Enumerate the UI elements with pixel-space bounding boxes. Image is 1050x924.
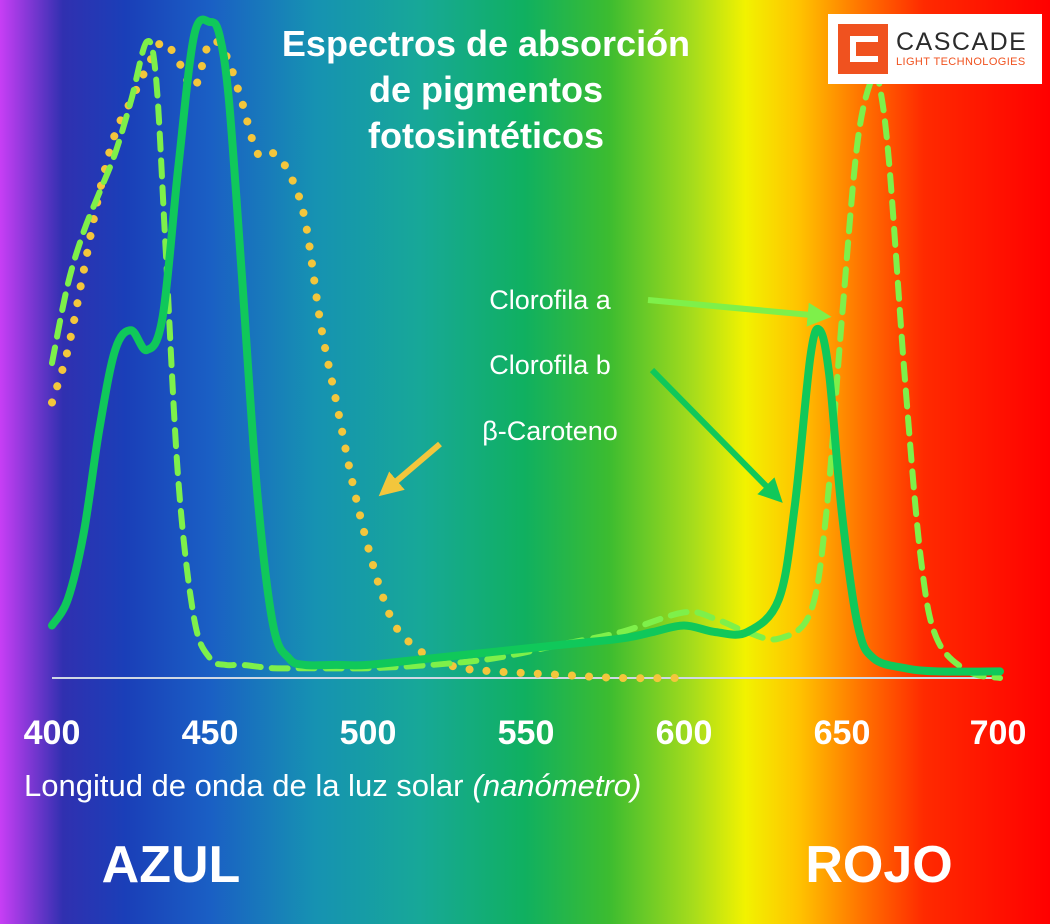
annotation-beta-caroteno: β-Caroteno bbox=[482, 416, 618, 446]
chart-title: Espectros de absorción de pigmentos foto… bbox=[282, 23, 690, 156]
arrow-clorofila-b bbox=[649, 367, 783, 503]
chart-title-line-1: Espectros de absorción bbox=[282, 23, 690, 64]
x-tick-labels: 400 450 500 550 600 650 700 bbox=[24, 714, 1027, 752]
logo-text: CASCADE LIGHT TECHNOLOGIES bbox=[896, 29, 1027, 69]
arrow-beta-caroteno bbox=[378, 441, 442, 497]
x-axis-label: Longitud de onda de la luz solar (nanómet… bbox=[24, 768, 641, 803]
region-label-red: ROJO bbox=[805, 836, 952, 894]
series-layer bbox=[48, 15, 1004, 683]
x-tick-label: 550 bbox=[498, 714, 555, 752]
region-label-blue: AZUL bbox=[102, 836, 241, 894]
x-tick-label: 700 bbox=[970, 714, 1027, 752]
annotation-clorofila-a: Clorofila a bbox=[489, 285, 612, 315]
chart-title-line-2: de pigmentos bbox=[369, 69, 603, 110]
annotations: Clorofila a Clorofila b β-Caroteno bbox=[378, 285, 832, 503]
x-tick-label: 450 bbox=[182, 714, 239, 752]
x-tick-label: 650 bbox=[814, 714, 871, 752]
x-axis-label-unit: (nanómetro) bbox=[473, 768, 642, 803]
logo-tagline: LIGHT TECHNOLOGIES bbox=[896, 56, 1026, 68]
x-tick-label: 600 bbox=[656, 714, 713, 752]
x-tick-label: 400 bbox=[24, 714, 81, 752]
annotation-clorofila-b: Clorofila b bbox=[489, 350, 611, 380]
cascade-logo: CASCADE LIGHT TECHNOLOGIES bbox=[828, 14, 1042, 84]
x-tick-label: 500 bbox=[340, 714, 397, 752]
x-axis-label-text: Longitud de onda de la luz solar bbox=[24, 768, 464, 803]
arrow-clorofila-a bbox=[647, 297, 832, 327]
chart-title-line-3: fotosintéticos bbox=[368, 115, 604, 156]
logo-name: CASCADE bbox=[896, 28, 1028, 56]
series-line-clorofila-b bbox=[48, 15, 1004, 676]
cascade-logo-icon bbox=[838, 24, 888, 74]
